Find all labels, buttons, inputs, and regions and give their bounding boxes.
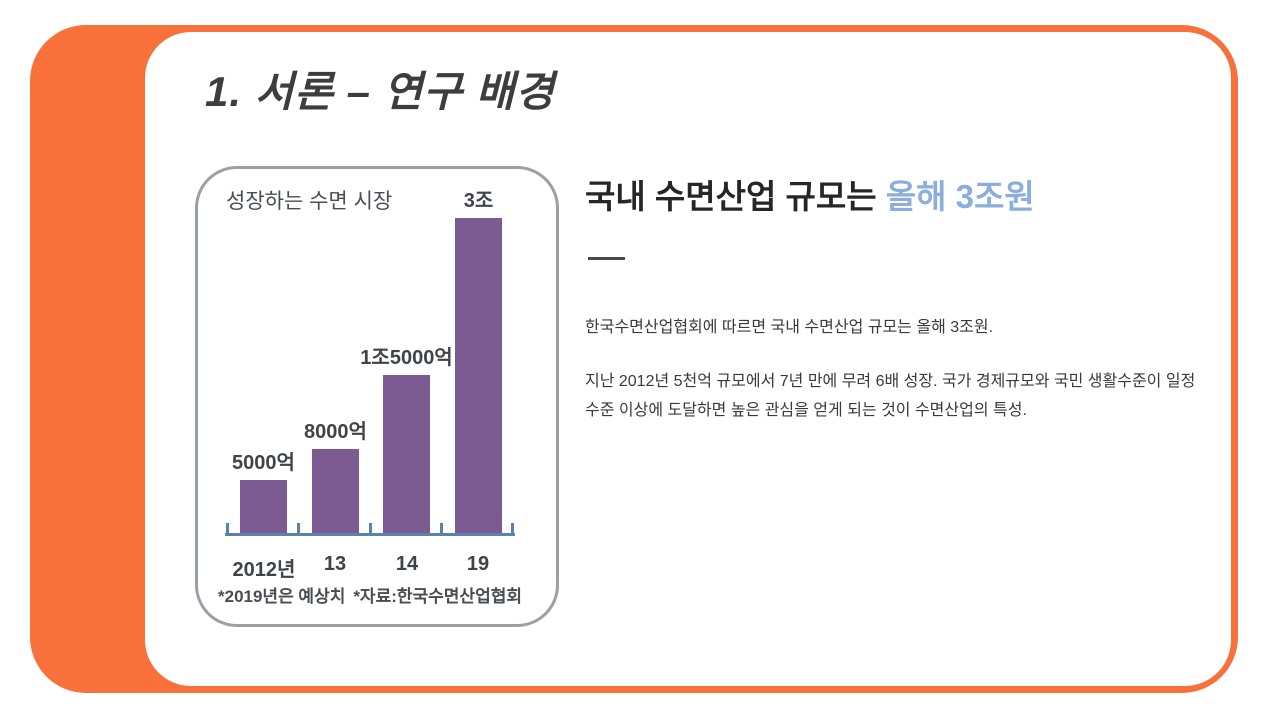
bar-group: 3조: [455, 184, 502, 533]
sleep-market-chart-card: 성장하는 수면 시장 5000억 8000억 1조5000억 3조 2012년 13 14…: [195, 166, 559, 627]
body-paragraph-1: 한국수면산업협회에 따르면 국내 수면산업 규모는 올해 3조원.: [585, 319, 994, 336]
bar: [240, 480, 287, 533]
section-heading: 국내 수면산업 규모는 올해 3조원: [585, 170, 1035, 218]
bar-value-label: 5000억: [232, 452, 295, 474]
axis-tick: [297, 523, 300, 536]
bar-value-label: 1조5000억: [360, 347, 453, 369]
bar: [455, 218, 502, 533]
bar-value-label: 8000억: [304, 421, 367, 443]
chart-footnote-estimate: *2019년은 예상치: [218, 587, 346, 606]
bar-group: 5000억: [232, 446, 295, 533]
x-axis-label: 2012년: [232, 559, 296, 581]
bar-value-label: 3조: [463, 190, 494, 212]
bar: [383, 375, 430, 533]
x-axis-label: 19: [466, 553, 490, 575]
axis-tick: [440, 523, 443, 536]
bar-series: 5000억 8000억 1조5000억 3조: [198, 169, 556, 533]
axis-tick: [226, 523, 229, 536]
heading-divider-dash: [588, 257, 625, 260]
page-title: 1. 서론 – 연구 배경: [205, 68, 555, 115]
x-axis-label: 13: [323, 553, 347, 575]
x-axis: [225, 522, 515, 536]
bar-group: 8000억: [304, 415, 367, 533]
axis-tick: [369, 523, 372, 536]
heading-highlight-text: 올해 3조원: [885, 178, 1035, 215]
chart-footnote-source: *자료:한국수면산업협회: [353, 587, 522, 606]
body-paragraph-2: 지난 2012년 5천억 규모에서 7년 만에 무려 6배 성장. 국가 경제규…: [585, 373, 1196, 419]
axis-tick: [511, 523, 514, 536]
bar: [312, 449, 359, 533]
chart-title: 성장하는 수면 시장: [226, 190, 393, 213]
bar-group: 1조5000억: [360, 341, 453, 533]
heading-plain-text: 국내 수면산업 규모는: [585, 178, 886, 215]
x-axis-label: 14: [395, 553, 419, 575]
